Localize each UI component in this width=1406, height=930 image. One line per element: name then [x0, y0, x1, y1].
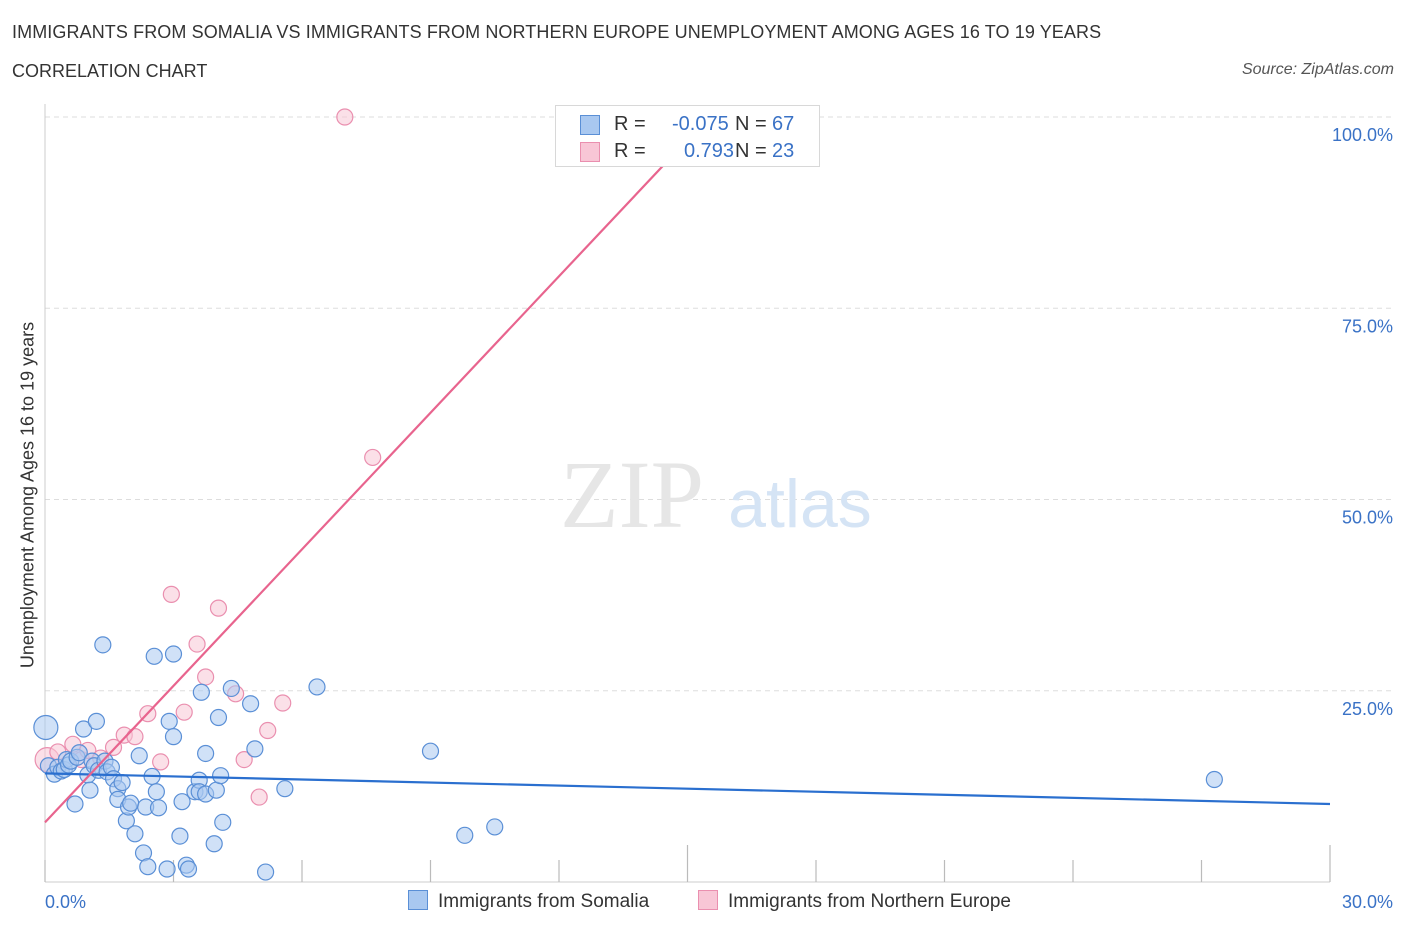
- points-somalia: [33, 636, 1223, 881]
- y-tick-label: 25.0%: [1342, 699, 1393, 719]
- point-somalia: [145, 647, 163, 665]
- point-somalia: [421, 742, 440, 760]
- tick-label-layer: 25.0% 50.0% 75.0% 100.0% 0.0% 30.0%: [45, 125, 1393, 912]
- point-somalia: [74, 720, 93, 738]
- point-northern-europe: [162, 585, 180, 603]
- point-northern-europe: [250, 788, 268, 806]
- point-somalia: [192, 683, 210, 701]
- point-somalia: [222, 679, 240, 698]
- correlation-legend: R = -0.075 N = 67 R = 0.793 N = 23: [555, 105, 820, 167]
- chart-title: IMMIGRANTS FROM SOMALIA VS IMMIGRANTS FR…: [12, 22, 1102, 42]
- x-tick-label: 30.0%: [1342, 892, 1393, 912]
- point-somalia: [308, 678, 326, 696]
- legend-n-label: N =: [735, 113, 767, 135]
- point-somalia: [126, 825, 144, 843]
- point-somalia: [164, 728, 183, 746]
- point-somalia: [164, 645, 183, 663]
- point-somalia: [1205, 770, 1223, 789]
- point-northern-europe: [235, 750, 253, 769]
- point-somalia: [486, 818, 504, 836]
- point-northern-europe: [364, 448, 382, 467]
- point-somalia: [122, 794, 140, 812]
- trend-line-northern-europe: [44, 116, 710, 824]
- point-somalia: [242, 695, 260, 713]
- x-tick-label: 0.0%: [45, 892, 86, 912]
- watermark-zip: ZIP: [560, 441, 704, 548]
- point-somalia: [276, 780, 294, 798]
- point-northern-europe: [175, 703, 193, 721]
- point-northern-europe: [104, 738, 123, 756]
- legend-r-label: R =: [614, 113, 646, 135]
- point-somalia: [70, 744, 88, 762]
- legend-n-label: N =: [735, 140, 767, 162]
- point-somalia: [160, 712, 178, 730]
- legend-swatch-somalia: [580, 115, 600, 135]
- point-somalia: [66, 795, 84, 813]
- point-somalia: [147, 783, 165, 801]
- point-northern-europe: [336, 108, 354, 126]
- bottom-legend-swatch-europe: [698, 890, 718, 910]
- point-northern-europe: [209, 599, 228, 617]
- legend-r-label: R =: [614, 140, 646, 162]
- point-somalia: [205, 835, 223, 853]
- legend-swatch-europe: [580, 142, 600, 162]
- watermark: ZIP atlas: [560, 441, 872, 548]
- point-somalia: [179, 860, 198, 878]
- bottom-legend-label-somalia: Immigrants from Somalia: [438, 891, 650, 912]
- y-axis-label: Unemployment Among Ages 16 to 19 years: [17, 321, 38, 669]
- point-somalia: [139, 858, 157, 876]
- point-northern-europe: [188, 635, 206, 653]
- point-somalia: [81, 781, 99, 799]
- point-northern-europe: [126, 728, 144, 746]
- point-somalia: [173, 793, 191, 811]
- point-somalia: [197, 744, 215, 763]
- trend-line-somalia: [44, 772, 1331, 806]
- point-northern-europe: [152, 753, 170, 771]
- trend-layer: [44, 116, 1331, 824]
- point-somalia: [171, 827, 189, 845]
- point-somalia: [130, 747, 148, 765]
- point-somalia: [33, 714, 59, 741]
- bottom-legend-europe: Immigrants from Northern Europe: [698, 890, 1011, 913]
- grid-layer: [45, 116, 1395, 692]
- point-somalia: [246, 740, 264, 758]
- watermark-atlas: atlas: [728, 466, 872, 542]
- point-somalia: [158, 860, 176, 878]
- point-somalia: [209, 708, 228, 727]
- y-tick-label: 50.0%: [1342, 508, 1393, 528]
- bottom-legend-swatch-somalia: [408, 890, 428, 910]
- y-tick-label: 75.0%: [1342, 316, 1393, 336]
- point-somalia: [256, 863, 275, 881]
- point-northern-europe: [259, 721, 277, 740]
- legend-n-value-somalia: 67: [772, 113, 795, 135]
- legend-r-value-europe: 0.793: [684, 140, 735, 162]
- point-somalia: [113, 773, 131, 792]
- point-northern-europe: [274, 694, 292, 712]
- y-tick-label: 100.0%: [1332, 125, 1393, 145]
- point-somalia: [456, 826, 474, 844]
- bottom-legend-label-europe: Immigrants from Northern Europe: [728, 891, 1011, 912]
- point-somalia: [149, 799, 168, 817]
- point-somalia: [87, 712, 106, 730]
- bottom-legend-somalia: Immigrants from Somalia: [408, 890, 649, 913]
- point-somalia: [207, 781, 225, 799]
- legend-r-value-somalia: -0.075: [672, 113, 729, 135]
- chart-subtitle: CORRELATION CHART: [12, 61, 208, 81]
- point-northern-europe: [197, 668, 215, 686]
- legend-n-value-europe: 23: [772, 140, 795, 162]
- point-somalia: [212, 767, 230, 785]
- point-somalia: [214, 813, 232, 831]
- source-label: Source: ZipAtlas.com: [1241, 61, 1394, 78]
- point-somalia: [94, 636, 112, 654]
